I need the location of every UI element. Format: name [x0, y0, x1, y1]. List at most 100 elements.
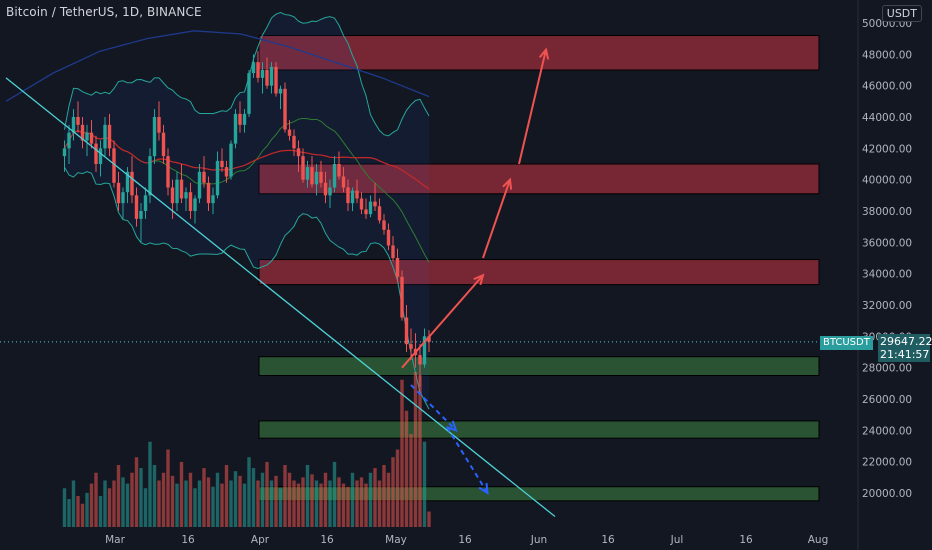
- projection-down-arrow-0: [410, 384, 457, 432]
- candle-body: [67, 132, 71, 149]
- candle-body: [337, 164, 341, 177]
- candle-body: [224, 167, 229, 177]
- time-tick-label: May: [385, 534, 407, 546]
- volume-bar: [377, 480, 382, 527]
- volume-bar: [166, 449, 170, 527]
- candle-body: [404, 317, 409, 345]
- candle-body: [130, 171, 134, 196]
- projection-down-arrow-1: [446, 426, 489, 494]
- volume-bar: [76, 496, 80, 527]
- price-tick-label: 36000.00: [862, 237, 912, 249]
- candle-body: [103, 124, 107, 149]
- candle-body: [175, 179, 179, 204]
- volume-bar: [314, 480, 319, 527]
- volume-bar: [152, 465, 157, 527]
- time-tick-label: Jun: [530, 534, 547, 546]
- candle-body: [107, 124, 112, 149]
- candle-body: [260, 70, 265, 78]
- currency-badge[interactable]: USDT: [881, 5, 922, 22]
- candle-body: [148, 156, 152, 196]
- volume-bar: [143, 488, 148, 527]
- bollinger-lower-line: [64, 166, 430, 410]
- volume-bar: [85, 492, 89, 527]
- candle-body: [386, 229, 391, 246]
- candle-body: [328, 187, 332, 196]
- volume-bar: [62, 488, 67, 527]
- volume-bar: [193, 488, 197, 527]
- candle-body: [377, 206, 382, 221]
- candle-body: [220, 160, 224, 168]
- volume-bar: [188, 472, 193, 527]
- volume-bar: [319, 483, 323, 527]
- candle-body: [274, 66, 278, 94]
- bollinger-upper-line: [64, 12, 430, 137]
- volume-bar: [224, 465, 229, 527]
- volume-bar: [364, 483, 368, 527]
- volume-bar: [409, 434, 413, 527]
- volume-bar: [247, 457, 251, 527]
- candle-body: [350, 190, 355, 204]
- volume-bar: [395, 449, 400, 527]
- projection-up-arrow-1-head: [502, 177, 513, 190]
- candle-body: [166, 156, 170, 188]
- projection-up-arrow-2-head: [538, 47, 550, 60]
- volume-bar: [206, 477, 211, 527]
- candle-body: [368, 201, 373, 215]
- candle-body: [184, 192, 188, 199]
- price-tick-label: 44000.00: [862, 112, 912, 124]
- candle-body: [278, 88, 283, 94]
- candle-body: [287, 129, 292, 136]
- volume-bar: [256, 480, 260, 527]
- volume-bar: [283, 465, 287, 527]
- candle-body: [283, 88, 287, 130]
- volume-bar: [359, 477, 364, 527]
- volume-bar: [260, 472, 265, 527]
- candle-body: [391, 245, 395, 258]
- volume-bar: [125, 483, 130, 527]
- volume-bar: [229, 480, 233, 527]
- candle-body: [89, 132, 94, 144]
- volume-bar: [355, 480, 359, 527]
- candle-body: [359, 198, 364, 210]
- volume-bar: [292, 480, 296, 527]
- volume-bar: [238, 475, 242, 527]
- volume-bar: [373, 468, 377, 527]
- price-tick-label: 34000.00: [862, 269, 912, 281]
- volume-bar: [368, 472, 373, 527]
- volume-bar: [251, 468, 256, 527]
- candle-body: [71, 117, 76, 133]
- volume-bar: [98, 496, 103, 527]
- volume-bar: [233, 471, 238, 527]
- candles-layer: [62, 51, 431, 387]
- bollinger-bands-layer: [5, 12, 430, 410]
- volume-bar: [386, 472, 391, 527]
- candle-body: [301, 156, 305, 180]
- volume-bar: [278, 488, 283, 527]
- candle-body: [314, 171, 319, 185]
- chart-title: Bitcoin / TetherUS, 1D, BINANCE: [6, 5, 202, 19]
- price-tick-label: 24000.00: [862, 425, 912, 437]
- candle-body: [305, 167, 310, 180]
- candle-body: [112, 148, 116, 183]
- candle-body: [292, 135, 296, 149]
- price-tick-label: 40000.00: [862, 175, 912, 187]
- symbol-badge: BTCUSDT: [820, 336, 873, 350]
- candle-body: [188, 192, 193, 211]
- volume-bar: [305, 465, 310, 527]
- candle-body: [422, 336, 427, 365]
- moving-average-red-line: [63, 130, 430, 190]
- candle-body: [332, 164, 337, 188]
- volume-bar: [89, 483, 94, 527]
- candle-body: [341, 176, 346, 188]
- volume-bar: [301, 477, 305, 527]
- volume-bar: [242, 483, 247, 527]
- candle-body: [400, 276, 404, 318]
- time-tick-label: 16: [739, 534, 753, 546]
- candle-body: [116, 182, 121, 204]
- volume-bar: [184, 480, 188, 527]
- volume-bar: [310, 474, 314, 527]
- candle-body: [202, 171, 206, 183]
- price-tick-label: 46000.00: [862, 81, 912, 93]
